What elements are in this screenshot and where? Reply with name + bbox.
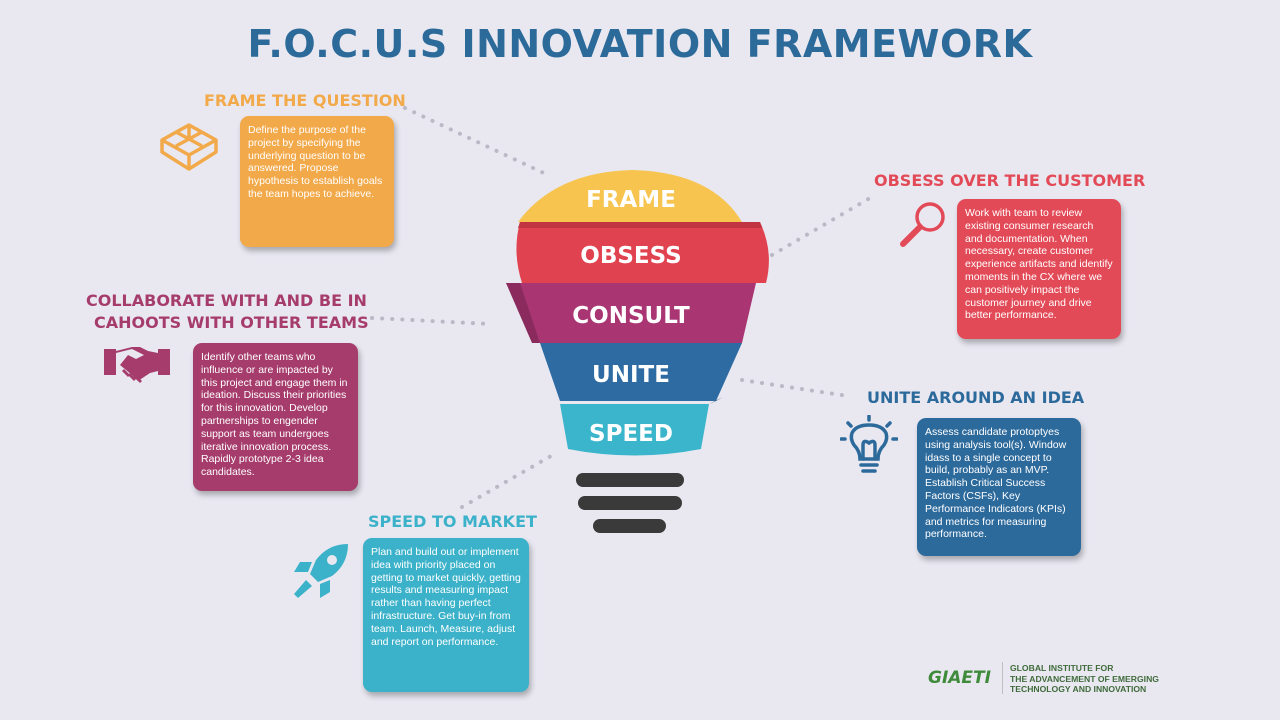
giaeti-logo: GIAETI xyxy=(928,668,991,688)
logo-line-2: THE ADVANCEMENT OF EMERGING xyxy=(1010,673,1159,684)
band-label-unite: UNITE xyxy=(592,362,670,388)
page-title: F.O.C.U.S INNOVATION FRAMEWORK xyxy=(247,22,1033,66)
unite-card: Assess candidate protoptyes using analys… xyxy=(917,418,1081,556)
collaborate-heading-line1: COLLABORATE WITH AND BE IN xyxy=(86,291,367,310)
bulb-band-frame xyxy=(518,170,742,222)
collaborate-heading-line2: CAHOOTS WITH OTHER TEAMS xyxy=(94,313,369,332)
band-label-speed: SPEED xyxy=(589,421,673,447)
lightbulb-icon xyxy=(840,415,898,473)
bulb-band-obsess xyxy=(516,222,769,283)
band-label-obsess: OBSESS xyxy=(580,243,681,269)
bulb-band-unite xyxy=(540,343,742,404)
logo-divider xyxy=(1002,662,1003,694)
handshake-icon xyxy=(104,347,170,383)
rocket-icon xyxy=(294,544,348,598)
frame-card: Define the purpose of the project by spe… xyxy=(240,116,394,247)
logo-institute-name: GLOBAL INSTITUTE FOR THE ADVANCEMENT OF … xyxy=(1010,663,1159,695)
logo-line-3: TECHNOLOGY AND INNOVATION xyxy=(1010,684,1147,694)
speed-heading: SPEED TO MARKET xyxy=(368,512,537,531)
bulb-base xyxy=(576,473,684,533)
cube-icon xyxy=(160,123,218,171)
obsess-card: Work with team to review existing consum… xyxy=(957,199,1121,339)
collaborate-card: Identify other teams who influence or ar… xyxy=(193,343,358,491)
bulb-band-speed xyxy=(560,404,709,456)
frame-heading: FRAME THE QUESTION xyxy=(204,91,406,110)
band-label-frame: FRAME xyxy=(586,187,676,213)
logo-line-1: GLOBAL INSTITUTE FOR xyxy=(1010,663,1114,673)
unite-heading: UNITE AROUND AN IDEA xyxy=(867,388,1085,407)
obsess-heading: OBSESS OVER THE CUSTOMER xyxy=(874,171,1146,190)
magnifying-glass-icon xyxy=(900,202,945,247)
speed-card: Plan and build out or implement idea wit… xyxy=(363,538,529,692)
bulb-band-consult xyxy=(506,283,756,343)
band-label-consult: CONSULT xyxy=(572,303,690,329)
